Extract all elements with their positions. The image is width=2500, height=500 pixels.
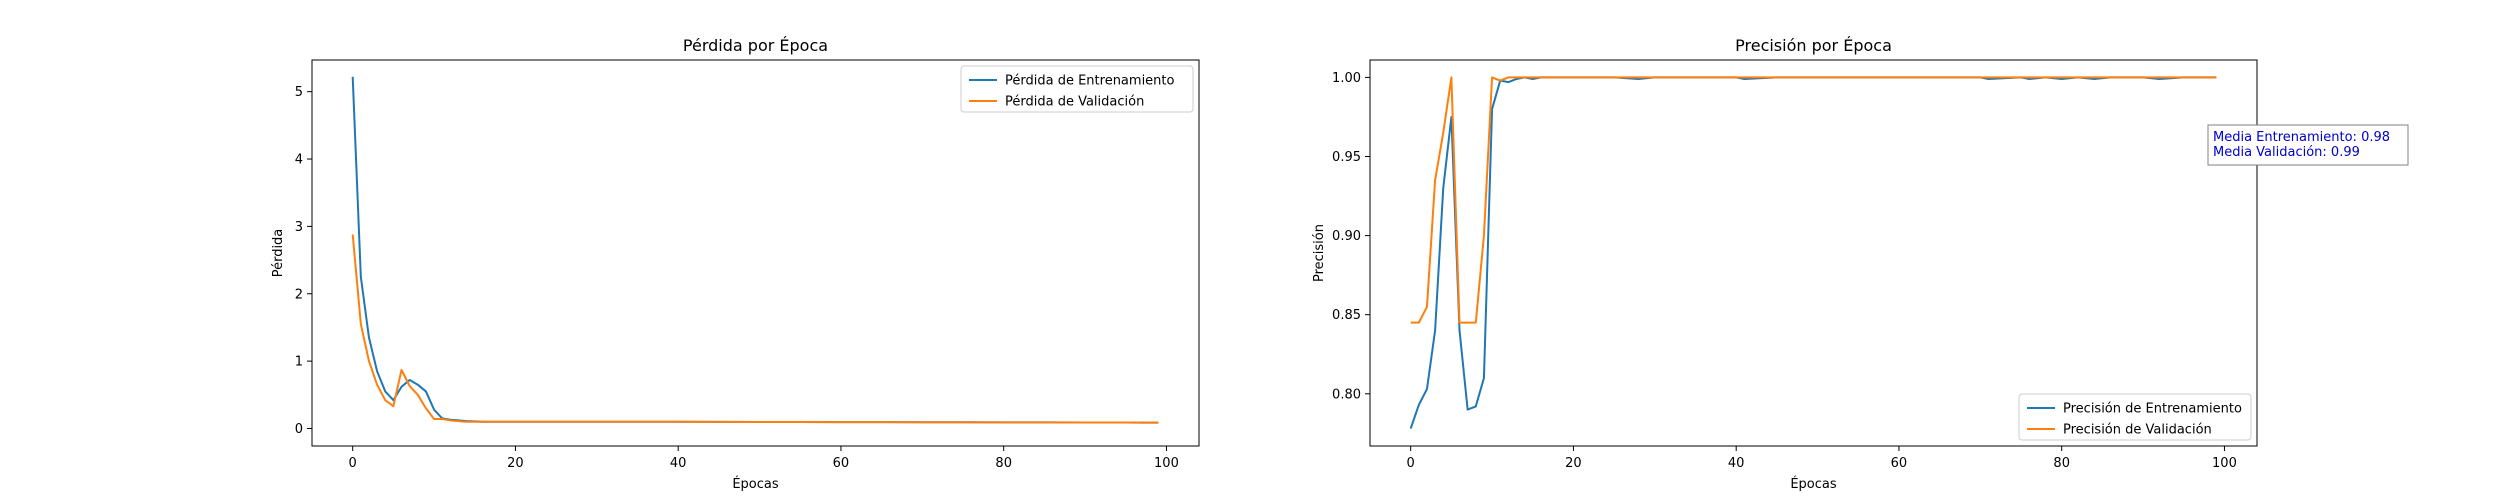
y-tick-label: 0 [295,422,303,437]
x-tick-label: 20 [507,456,524,471]
x-tick-label: 0 [1407,456,1415,471]
y-tick-label: 5 [295,85,303,100]
y-tick-label: 0.90 [1332,229,1361,244]
legend-entry-label: Pérdida de Validación [1005,95,1144,110]
x-tick-label: 60 [833,456,850,471]
legend-entry-label: Pérdida de Entrenamiento [1005,74,1175,89]
x-tick-label: 0 [349,456,357,471]
chart-1: 0 20 40 60 80 100 0.80 0.85 0.90 0.95 1.00 Precisió… [1312,36,2409,492]
y-tick-label: 0.80 [1332,387,1361,402]
annotation-frame [2207,124,2409,166]
axes-frame [311,59,1200,447]
x-tick-label: 20 [1565,456,1582,471]
x-axis-label: Épocas [732,476,779,492]
legend-box [960,65,1194,113]
legend: Pérdida de Entrenamiento Pérdida de Valid… [960,65,1194,113]
chart-title: Pérdida por Época [683,36,828,55]
x-axis-label: Épocas [1790,476,1837,492]
x-tick-label: 100 [1154,456,1179,471]
x-tick-label: 100 [2212,456,2237,471]
x-tick-label: 80 [2053,456,2070,471]
y-tick-label: 2 [295,287,303,302]
x-tick-label: 40 [1728,456,1745,471]
x-tick-label: 60 [1891,456,1908,471]
annotation-text: Media Entrenamiento: 0.98 [2213,130,2390,145]
y-axis-label: Precisión [1312,224,1327,282]
chart-title: Precisión por Época [1735,36,1892,55]
legend-entry-label: Precisión de Entrenamiento [2063,402,2242,417]
legend-entry-label: Precisión de Validación [2063,423,2212,438]
x-tick-label: 80 [995,456,1012,471]
series-line-val [351,234,1159,424]
y-tick-label: 0.95 [1332,150,1361,165]
y-axis-label: Pérdida [271,229,286,278]
x-tick-label: 40 [670,456,687,471]
legend-box [2018,393,2252,441]
series-line-val [1410,76,2217,324]
legend: Precisión de Entrenamiento Precisión de V… [2018,393,2252,441]
series-line-train [351,76,1159,424]
y-tick-label: 0.85 [1332,308,1361,323]
chart-0: 0 20 40 60 80 100 0 1 2 3 4 5 Pérdida por Época Época… [271,36,1200,492]
axes-frame [1369,59,2258,447]
y-tick-label: 1.00 [1332,71,1361,86]
annotation-text: Media Validación: 0.99 [2213,145,2360,160]
y-tick-label: 1 [295,355,303,370]
y-tick-label: 3 [295,220,303,235]
y-tick-label: 4 [295,153,303,168]
series-line-train [1409,76,2217,429]
